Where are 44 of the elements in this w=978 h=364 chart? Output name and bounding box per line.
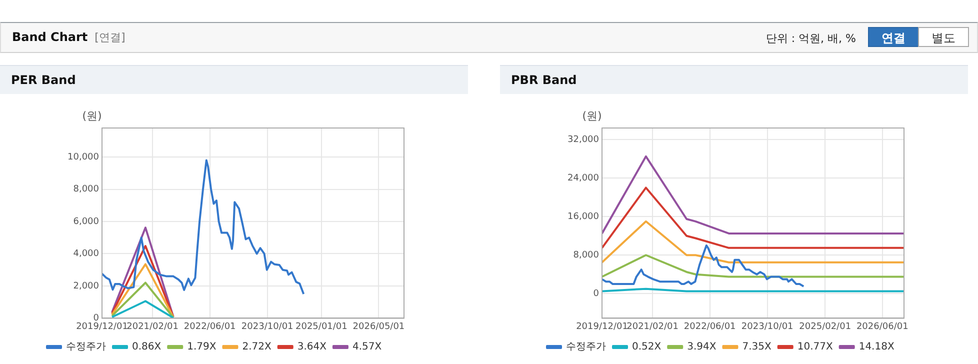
x-tick-label: 2023/10/01	[741, 322, 794, 332]
y-tick-label: 24,000	[568, 173, 600, 184]
y-tick-label: 2,000	[73, 281, 100, 292]
chart-title: PBR Band	[511, 73, 577, 87]
x-tick-label: 2019/12/01	[576, 322, 628, 332]
y-tick-label: 16,000	[568, 212, 600, 222]
x-tick-label: 2023/10/01	[241, 322, 294, 332]
x-tick-label: 2021/02/01	[626, 322, 678, 332]
legend-label: 14.18X	[858, 342, 894, 353]
x-tick-label: 2025/02/01	[799, 322, 852, 332]
legend-label: 2.72X	[242, 342, 272, 353]
y-tick-label: 0	[593, 288, 600, 299]
x-tick-label: 2026/06/01	[856, 322, 908, 332]
legend-label: 1.79X	[187, 342, 216, 353]
y-tick-label: 8,000	[73, 184, 100, 195]
legend-label: 3.94X	[687, 342, 716, 353]
legend-label: 7.35X	[742, 342, 772, 353]
x-tick-label: 2019/12/01	[76, 322, 128, 332]
text: 단위 : 억원, 배, %	[766, 31, 856, 46]
y-axis-title: (원)	[582, 109, 602, 122]
y-axis-title: (원)	[82, 109, 102, 122]
x-tick-label: 2026/05/01	[352, 322, 405, 332]
y-tick-label: 6,000	[73, 216, 100, 227]
y-tick-label: 10,000	[68, 152, 100, 162]
text: 연결	[868, 27, 919, 47]
chart-title: PER Band	[11, 73, 76, 87]
x-tick-label: 2025/01/01	[296, 322, 348, 332]
y-tick-label: 4,000	[73, 249, 100, 260]
legend-label: 3.64X	[297, 342, 327, 353]
legend-label: 수정주가	[66, 342, 106, 353]
text: 별도	[918, 27, 969, 47]
legend-label: 10.77X	[797, 342, 833, 353]
x-tick-label: 2022/06/01	[184, 322, 236, 332]
legend-label: 0.52X	[632, 342, 662, 353]
x-tick-label: 2022/06/01	[684, 322, 736, 332]
x-tick-label: 2021/02/01	[126, 322, 178, 332]
y-tick-label: 0	[93, 314, 100, 324]
text: Band Chart	[12, 30, 88, 44]
y-tick-label: 8,000	[573, 250, 600, 260]
legend-label: 4.57X	[352, 342, 382, 353]
legend-label: 0.86X	[132, 342, 162, 353]
y-tick-label: 32,000	[568, 134, 600, 145]
legend-label: 수정주가	[566, 342, 606, 353]
text: [연결]	[94, 30, 126, 45]
